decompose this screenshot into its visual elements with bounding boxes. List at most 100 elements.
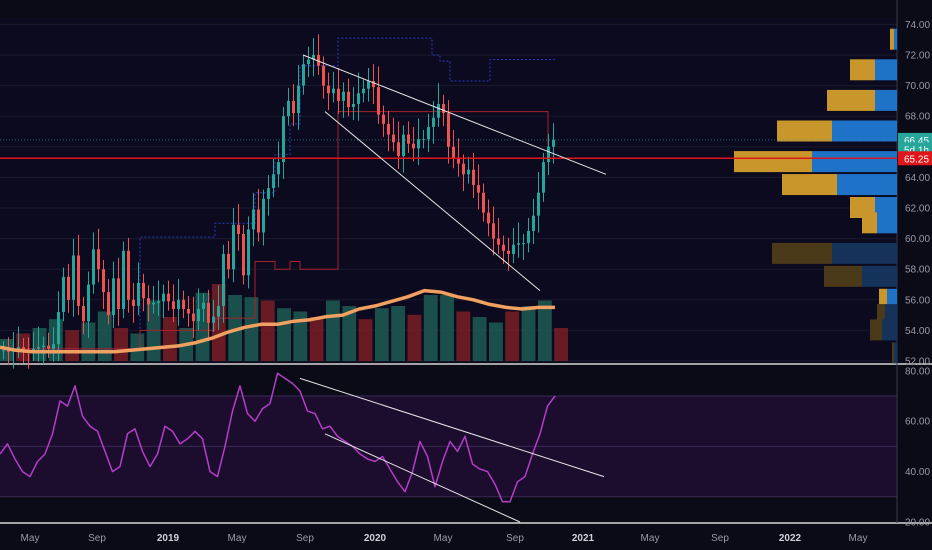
volume-bar [423, 295, 438, 361]
candle-body [337, 88, 340, 101]
candle-body [487, 212, 490, 224]
candle-body [462, 163, 465, 175]
price-tick-label: 64.00 [905, 173, 930, 184]
candle-body [517, 243, 520, 245]
candle-body [357, 93, 360, 104]
candle-body [492, 223, 495, 239]
time-tick-label: 2019 [157, 533, 180, 544]
volume-profile-bar-a [862, 212, 877, 234]
candle-body [22, 347, 25, 351]
lower-band-step [0, 111, 549, 350]
volume-profile-bar-b [894, 342, 897, 364]
candle-body [62, 276, 65, 313]
candle-body [427, 126, 430, 140]
candle-body [287, 100, 290, 117]
candle-body [542, 162, 545, 193]
candle-body [137, 282, 140, 306]
rsi-tick-label: 20.00 [905, 518, 930, 529]
volume-bar [163, 317, 177, 361]
time-tick-label: May [21, 533, 40, 544]
candle-body [457, 159, 460, 164]
candle-body [67, 276, 70, 300]
rsi-trendline-lower [324, 433, 521, 523]
volume-profile-bar-b [877, 212, 897, 234]
candle-body [42, 345, 45, 348]
volume-profile-bar-a [892, 342, 894, 364]
candle-body [117, 278, 120, 309]
volume-profile-bar-b [832, 242, 897, 264]
candle-body [112, 278, 115, 316]
volume-profile-bar-a [877, 304, 885, 326]
volume-profile-bar-b [894, 28, 897, 50]
candle-body [402, 134, 405, 156]
candle-body [472, 169, 475, 186]
candle-body [77, 255, 80, 306]
price-tick-label: 56.00 [905, 295, 930, 306]
volume-bar [489, 322, 503, 361]
time-tick-label: May [434, 533, 453, 544]
time-tick-label: 2021 [572, 533, 595, 544]
volume-bar [342, 306, 357, 361]
volume-profile-bar-b [875, 89, 897, 111]
volume-profile-bar-b [837, 174, 897, 196]
candle-body [167, 293, 170, 302]
candle-body [257, 209, 260, 233]
volume-profile-bar-a [827, 89, 875, 111]
volume-profile-bar-b [887, 288, 897, 310]
candle-body [277, 162, 280, 175]
candle-body [407, 134, 410, 144]
rsi-line [0, 372, 556, 503]
candle-body [537, 192, 540, 216]
candle-body [227, 253, 230, 270]
volume-bar [293, 311, 308, 361]
volume-bar [505, 311, 520, 361]
candle-body [437, 103, 440, 118]
candle-body [47, 345, 50, 349]
volume-profile-bar-a [890, 28, 894, 50]
candle-body [282, 116, 285, 163]
volume-bar [521, 306, 536, 361]
candle-body [172, 301, 175, 309]
candle-body [447, 113, 450, 147]
volume-bar [260, 300, 275, 361]
volume-bar [326, 300, 340, 361]
price-tick-label: 70.00 [905, 81, 930, 92]
candle-body [107, 292, 110, 316]
price-tick-label: 60.00 [905, 234, 930, 245]
candle-body [212, 316, 215, 323]
candle-body [362, 88, 365, 94]
price-tick-label: 72.00 [905, 51, 930, 62]
candle-body [202, 302, 205, 309]
volume-profile-bar-a [734, 151, 812, 173]
candle-body [52, 344, 55, 349]
candle-body [247, 229, 250, 276]
candle-body [232, 224, 235, 270]
candle-body [272, 174, 275, 189]
price-tick-label: 74.00 [905, 20, 930, 31]
volume-bar [374, 308, 389, 361]
candle-body [547, 146, 550, 163]
volume-bar [537, 300, 552, 361]
time-tick-label: Sep [711, 533, 729, 544]
candle-body [157, 301, 160, 303]
moving-average-line [0, 288, 555, 354]
candle-body [142, 282, 145, 299]
candle-body [7, 350, 10, 352]
price-tick-label: 52.00 [905, 357, 930, 368]
candle-body [147, 298, 150, 305]
candle-body [497, 238, 500, 245]
volume-profile-bar-a [777, 120, 832, 142]
candle-body [382, 114, 385, 124]
volume-profile-bar-a [824, 265, 862, 287]
price-tick-label: 62.00 [905, 204, 930, 215]
candle-body [417, 139, 420, 149]
candle-body [37, 347, 40, 349]
candle-body [207, 302, 210, 323]
candle-body [297, 85, 300, 114]
candle-body [372, 81, 375, 88]
volume-bar [48, 319, 63, 361]
candle-body [242, 234, 245, 276]
candle-body [237, 224, 240, 235]
volume-profile-bar-b [882, 319, 897, 341]
